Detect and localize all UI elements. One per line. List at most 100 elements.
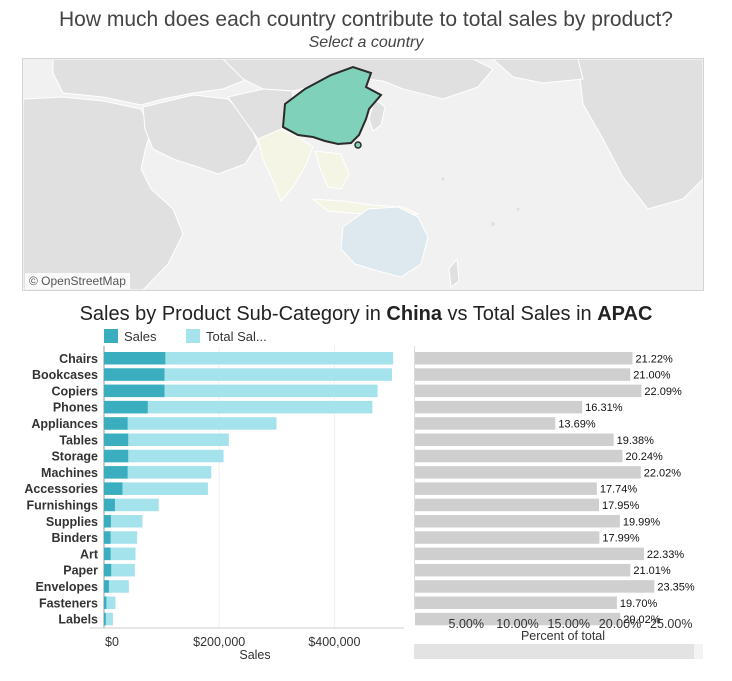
- total-sales-bar[interactable]: [104, 433, 229, 447]
- sales-bar[interactable]: [104, 466, 128, 479]
- percent-data-label: 22.02%: [644, 467, 682, 479]
- sales-bar[interactable]: [104, 449, 129, 463]
- percent-bar[interactable]: [415, 482, 597, 495]
- south-asia-land[interactable]: [257, 128, 314, 202]
- percent-bar[interactable]: [415, 433, 614, 447]
- percent-bar[interactable]: [415, 596, 617, 610]
- percent-bar[interactable]: [415, 547, 644, 561]
- category-label[interactable]: Appliances: [31, 417, 98, 431]
- total-sales-bar[interactable]: [104, 612, 113, 626]
- percent-bar[interactable]: [415, 417, 556, 430]
- sales-bar[interactable]: [104, 368, 165, 381]
- map-canvas[interactable]: [23, 59, 703, 290]
- category-label[interactable]: Machines: [41, 466, 98, 480]
- sales-bar[interactable]: [104, 612, 106, 626]
- sales-bar[interactable]: [104, 384, 165, 398]
- percent-bar[interactable]: [415, 466, 641, 479]
- total-sales-bar[interactable]: [104, 400, 373, 414]
- percent-data-label: 19.70%: [620, 598, 658, 610]
- category-label[interactable]: Bookcases: [32, 368, 98, 382]
- total-sales-bar[interactable]: [104, 515, 143, 528]
- total-sales-bar[interactable]: [104, 417, 277, 430]
- category-label[interactable]: Storage: [51, 450, 98, 464]
- map-credit[interactable]: © OpenStreetMap: [25, 273, 130, 289]
- north-america-land[interactable]: [577, 59, 703, 210]
- category-label[interactable]: Supplies: [46, 515, 98, 529]
- australia-land[interactable]: [340, 206, 429, 278]
- legend-label-sales: Sales: [124, 329, 157, 344]
- sales-bar[interactable]: [104, 352, 166, 365]
- category-label[interactable]: Envelopes: [35, 580, 98, 594]
- total-sales-bar[interactable]: [104, 466, 212, 479]
- japan-land[interactable]: [368, 98, 386, 132]
- total-sales-bar[interactable]: [104, 547, 136, 561]
- percent-bar[interactable]: [415, 515, 620, 528]
- legend-swatch-total: [186, 329, 200, 343]
- percent-bar[interactable]: [415, 531, 600, 544]
- total-sales-bar[interactable]: [104, 580, 129, 593]
- pacific-island: [491, 222, 495, 226]
- category-label[interactable]: Phones: [53, 401, 98, 415]
- category-label[interactable]: Binders: [51, 531, 98, 545]
- section-title-region: APAC: [597, 303, 653, 325]
- sales-bar[interactable]: [104, 498, 115, 512]
- percent-bar[interactable]: [415, 498, 599, 512]
- sales-bar[interactable]: [104, 417, 128, 430]
- dashboard-title: How much does each country contribute to…: [58, 8, 673, 31]
- sales-bar[interactable]: [104, 547, 111, 561]
- sales-bar[interactable]: [104, 531, 111, 544]
- total-sales-bar[interactable]: [104, 482, 208, 495]
- alaska-land[interactable]: [492, 59, 584, 84]
- total-sales-bar[interactable]: [104, 368, 392, 381]
- sales-bar[interactable]: [104, 433, 129, 447]
- percent-data-label: 21.00%: [633, 370, 671, 382]
- africa-land[interactable]: [23, 96, 184, 290]
- total-sales-bar[interactable]: [104, 449, 224, 463]
- category-label[interactable]: Chairs: [59, 352, 98, 366]
- total-sales-bar[interactable]: [104, 384, 378, 398]
- percent-tick-label: 25.00%: [650, 617, 692, 631]
- percent-bar[interactable]: [415, 352, 633, 365]
- category-label[interactable]: Accessories: [24, 482, 98, 496]
- china-shape[interactable]: [281, 65, 383, 146]
- percent-bar[interactable]: [415, 612, 621, 626]
- total-sales-bar[interactable]: [104, 352, 394, 365]
- total-sales-bar[interactable]: [104, 596, 116, 610]
- total-sales-bar[interactable]: [104, 498, 159, 512]
- category-label[interactable]: Furnishings: [26, 498, 98, 512]
- category-label[interactable]: Paper: [63, 564, 98, 578]
- legend-item-total[interactable]: Total Sal...: [186, 329, 267, 344]
- category-label[interactable]: Art: [80, 547, 99, 561]
- category-label[interactable]: Copiers: [51, 384, 98, 398]
- middle-east-land[interactable]: [142, 94, 259, 175]
- category-label[interactable]: Fasteners: [39, 596, 98, 610]
- percent-bar[interactable]: [415, 400, 583, 414]
- sales-bar[interactable]: [104, 563, 112, 577]
- sales-bar[interactable]: [104, 580, 109, 593]
- percent-bar-chart: 21.22% 21.00% 22.09% 16.31% 13.69% 19.38% 20.2…: [414, 346, 695, 643]
- country-map[interactable]: © OpenStreetMap: [22, 58, 704, 291]
- percent-bar[interactable]: [415, 580, 655, 593]
- category-label[interactable]: Labels: [58, 613, 98, 627]
- total-sales-bar[interactable]: [104, 563, 135, 577]
- sales-bar[interactable]: [104, 515, 111, 528]
- percent-bar[interactable]: [415, 449, 623, 463]
- southeast-asia-land[interactable]: [314, 150, 350, 190]
- sales-bar[interactable]: [104, 596, 107, 610]
- legend-item-sales[interactable]: Sales: [104, 329, 157, 344]
- sales-bar[interactable]: [104, 400, 148, 414]
- percent-bar[interactable]: [415, 563, 631, 577]
- horizontal-scrollbar[interactable]: [414, 644, 694, 659]
- percent-data-label: 19.38%: [617, 435, 655, 447]
- sales-bar[interactable]: [104, 482, 123, 495]
- category-label[interactable]: Tables: [59, 433, 98, 447]
- taiwan-shape[interactable]: [354, 141, 362, 149]
- percent-bar[interactable]: [415, 368, 631, 381]
- new-zealand-land[interactable]: [448, 257, 460, 288]
- scrollbar-end[interactable]: [694, 644, 703, 659]
- x-tick-label: $200,000: [193, 635, 245, 649]
- x-tick-label: $0: [105, 635, 119, 649]
- chart-section-title: Sales by Product Sub-Category in China v…: [0, 303, 732, 326]
- total-sales-bar[interactable]: [104, 531, 138, 544]
- percent-bar[interactable]: [415, 384, 642, 398]
